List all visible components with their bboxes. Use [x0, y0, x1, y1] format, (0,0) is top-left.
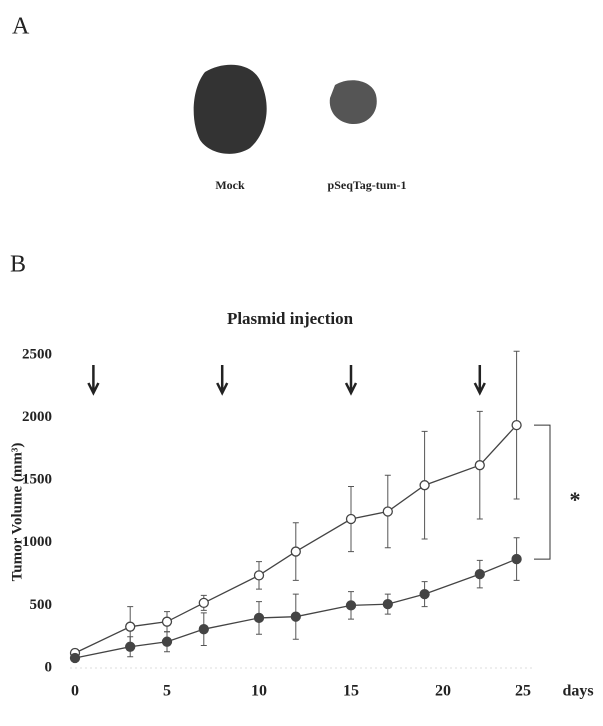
data-point	[419, 480, 430, 491]
panel-label: A	[12, 14, 30, 40]
y-tick-label: 2000	[22, 409, 52, 425]
tumor-image	[193, 64, 267, 154]
x-tick-label: 10	[251, 683, 267, 700]
data-point	[419, 588, 430, 600]
data-point	[511, 553, 522, 565]
y-tick-label: 500	[30, 597, 53, 613]
data-point	[125, 621, 136, 632]
data-point	[345, 600, 357, 611]
data-point	[253, 570, 265, 581]
y-tick-label: 0	[45, 659, 53, 675]
data-point	[125, 641, 136, 652]
x-tick-label: 20	[435, 683, 451, 700]
y-tick-label: 2500	[22, 346, 52, 362]
annotation: Plasmid injection	[227, 309, 354, 328]
x-tick-label: 5	[163, 683, 171, 700]
data-point	[511, 419, 522, 431]
y-tick-label: 1500	[22, 472, 52, 488]
panel-label: B	[10, 252, 26, 278]
data-point	[198, 624, 209, 635]
significance-bracket	[534, 424, 551, 560]
x-axis-label: days	[562, 683, 593, 700]
significance: *	[570, 487, 581, 512]
x-tick-label: 0	[71, 683, 79, 700]
data-point	[474, 568, 485, 580]
y-tick-label: 1000	[22, 534, 52, 550]
data-point	[253, 612, 265, 624]
injection-arrow	[216, 365, 229, 396]
tumor-image	[329, 80, 377, 125]
x-tick-label: 15	[343, 683, 359, 700]
data-point	[161, 636, 173, 647]
injection-arrow	[473, 365, 486, 396]
data-point	[382, 598, 393, 610]
data-point	[161, 616, 173, 627]
x-tick-label: 25	[515, 683, 531, 700]
data-point	[474, 460, 485, 471]
data-point	[382, 506, 393, 517]
injection-arrow	[87, 365, 100, 396]
sample-label: pSeqTag-tum-1	[328, 178, 407, 192]
injection-arrow	[344, 365, 358, 396]
data-point	[290, 546, 301, 557]
data-point	[198, 597, 209, 609]
sample-label: Mock	[215, 178, 245, 192]
data-point	[69, 652, 81, 664]
y-axis-label: Tumor Volume (mm³)	[9, 443, 25, 582]
data-point	[345, 513, 357, 525]
data-point	[290, 611, 301, 622]
